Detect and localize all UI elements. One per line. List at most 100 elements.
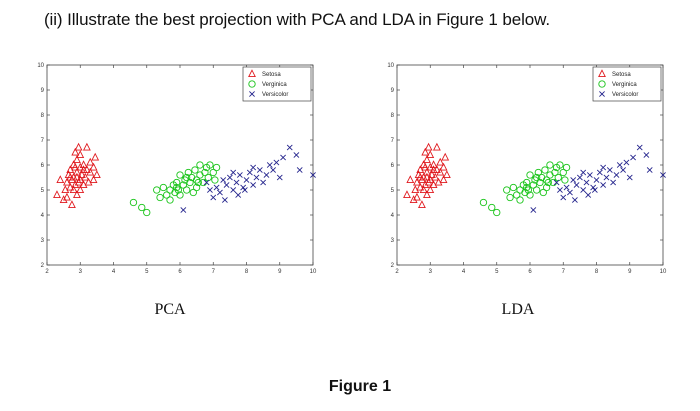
pca-verginica-point [173, 183, 181, 192]
lda-versicolor-point [557, 187, 563, 193]
lda-data-points [403, 142, 666, 217]
lda-versicolor-point [566, 189, 573, 196]
lda-verginica-point [526, 171, 534, 179]
pca-versicolor-point [250, 182, 257, 188]
lda-plot-svg: 2 3 4 5 6 7 8 9 10 2 3 4 5 6 7 8 9 10 Setosa Verginica Versi… [387, 63, 667, 275]
pca-versicolor-point [203, 179, 210, 186]
pca-verginica-point [156, 193, 164, 202]
pca-verginica-point [163, 191, 171, 199]
lda-scatter-plot: 2 3 4 5 6 7 8 9 10 2 3 4 5 6 7 8 9 10 Setosa Verginica Versi… [375, 57, 667, 279]
lda-verginica-point [523, 183, 531, 192]
lda-verginica-point [509, 183, 518, 192]
lda-setosa-point [427, 170, 436, 179]
lda-setosa-point [429, 180, 438, 189]
pca-versicolor-point [210, 194, 217, 201]
lda-versicolor-point [626, 174, 633, 181]
pca-y-tick-label: 2 [41, 263, 45, 269]
lda-versicolor-point [606, 167, 613, 173]
pca-verginica-point [179, 181, 187, 189]
lda-versicolor-point [553, 179, 560, 186]
pca-legend: Setosa Verginica Versicolor [242, 66, 312, 102]
lda-legend-box [592, 66, 662, 102]
lda-verginica-point [488, 203, 496, 212]
lda-x-tick-label: 8 [595, 269, 599, 275]
pca-versicolor-point [240, 184, 247, 191]
pca-setosa-point [79, 180, 88, 189]
pca-y-tick-label: 5 [41, 188, 45, 194]
pca-y-tick-label: 9 [41, 88, 45, 94]
pca-plot-svg: 2 3 4 5 6 7 8 9 10 2 3 4 5 6 7 8 9 10 Setosa Verginica Versi… [37, 63, 317, 275]
lda-verginica-point [542, 183, 551, 192]
pca-verginica-point [206, 161, 214, 169]
pca-setosa-point [89, 162, 98, 171]
pca-verginica-point [196, 161, 204, 169]
lda-verginica-point [551, 168, 559, 177]
lda-verginica-point [516, 196, 524, 204]
lda-versicolor-point [585, 192, 592, 198]
lda-setosa-point [421, 162, 430, 171]
pca-verginica-point [189, 188, 197, 197]
lda-setosa-point [426, 175, 435, 184]
pca-setosa-point [72, 172, 81, 181]
lda-verginica-point [541, 166, 549, 174]
pca-setosa-point [68, 200, 76, 209]
pca-versicolor-point [253, 174, 260, 181]
lda-y-tick-label: 6 [391, 163, 395, 169]
lda-setosa-point [422, 167, 431, 176]
lda-setosa-point [403, 190, 411, 199]
lda-setosa-point [431, 172, 440, 181]
pca-verginica-point [212, 163, 221, 172]
pca-versicolor-point [236, 172, 243, 178]
lda-legend-verginica-marker [598, 80, 606, 88]
lda-setosa-point [413, 177, 421, 186]
pca-legend-setosa-marker [248, 69, 256, 78]
lda-setosa-point [439, 175, 448, 184]
pca-versicolor-point [207, 187, 213, 193]
pca-setosa-point [76, 185, 85, 194]
lda-verginica-point [506, 193, 514, 202]
lda-versicolor-point [623, 159, 630, 166]
pca-verginica-point [194, 178, 202, 187]
lda-setosa-point [421, 180, 430, 189]
pca-x-tick-label: 10 [310, 269, 317, 275]
lda-legend-verginica-label: Verginica [612, 82, 637, 88]
lda-versicolor-point [600, 182, 607, 188]
pca-x-tick-label: 5 [145, 269, 149, 275]
pca-versicolor-point [260, 179, 267, 186]
figure-caption: Figure 1 [328, 378, 392, 395]
pca-versicolor-point [266, 162, 273, 168]
pca-setosa-point [89, 175, 98, 184]
lda-verginica-point [532, 186, 541, 194]
lda-setosa-point [439, 162, 448, 171]
lda-setosa-point [416, 165, 425, 174]
lda-verginica-point [561, 176, 569, 184]
pca-verginica-point [182, 186, 191, 194]
lda-verginica-point [546, 161, 554, 169]
pca-versicolor-point [276, 174, 283, 181]
lda-verginica-point [532, 173, 541, 182]
lda-y-tick-label: 2 [391, 263, 395, 269]
lda-verginica-point [493, 208, 501, 217]
lda-setosa-point [422, 155, 431, 164]
pca-versicolor-point [221, 197, 228, 203]
pca-verginica-point [129, 198, 138, 207]
lda-verginica-point [479, 198, 488, 207]
lda-versicolor-point [646, 167, 653, 173]
lda-setosa-point [432, 142, 441, 151]
lda-y-tick-label: 9 [391, 88, 395, 94]
pca-y-tick-label: 10 [37, 63, 44, 69]
pca-verginica-point [186, 178, 194, 187]
pca-y-tick-label: 4 [41, 213, 45, 219]
lda-y-tick-label: 10 [387, 63, 394, 69]
pca-versicolor-point [241, 187, 248, 193]
lda-versicolor-point [593, 177, 600, 183]
lda-x-tick-label: 2 [395, 269, 399, 275]
pca-y-tick-label: 7 [41, 138, 45, 144]
lda-versicolor-point [560, 194, 567, 201]
pca-versicolor-point [213, 184, 220, 191]
pca-versicolor-point [296, 167, 303, 173]
lda-verginica-point [529, 181, 537, 189]
pca-setosa-point [56, 175, 65, 184]
pca-setosa-point [66, 165, 75, 174]
pca-setosa-point [79, 165, 88, 174]
